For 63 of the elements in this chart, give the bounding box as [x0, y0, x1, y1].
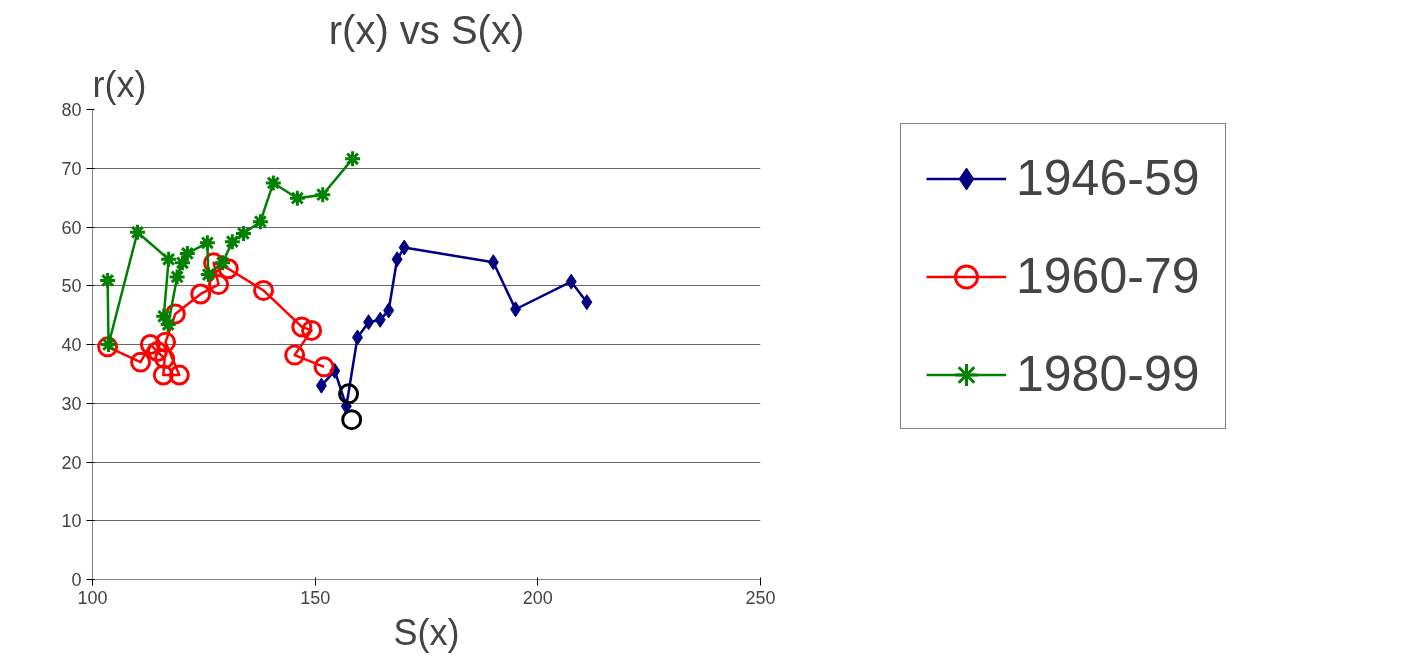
- y-tick-label: 20: [61, 452, 82, 473]
- point: [159, 315, 178, 334]
- y-tick-label: 60: [61, 217, 82, 238]
- chart-title: r(x) vs S(x): [328, 7, 525, 52]
- point: [487, 254, 499, 271]
- point: [565, 273, 577, 290]
- point: [264, 173, 283, 192]
- x-tick-label: 200: [522, 587, 553, 608]
- y-tick-label: 50: [61, 276, 82, 297]
- point: [190, 283, 212, 305]
- y-tick-label: 10: [61, 511, 82, 532]
- point: [391, 251, 403, 268]
- x-tick-label: 100: [77, 587, 108, 608]
- x-tick-label: 150: [300, 587, 331, 608]
- point: [341, 409, 363, 431]
- point: [223, 232, 242, 251]
- point: [208, 274, 230, 296]
- point: [313, 185, 332, 204]
- point: [159, 250, 178, 269]
- legend-label: 1980-99: [1016, 345, 1200, 403]
- point: [98, 271, 117, 290]
- point: [343, 149, 362, 168]
- y-tick-label: 80: [61, 100, 82, 120]
- point: [351, 329, 363, 346]
- point: [178, 244, 197, 263]
- point: [154, 348, 176, 370]
- point: [198, 233, 217, 252]
- point: [581, 294, 593, 311]
- point: [128, 223, 147, 242]
- point: [301, 319, 323, 341]
- legend-label: 1960-79: [1016, 247, 1200, 305]
- point: [253, 279, 275, 301]
- point: [234, 224, 253, 243]
- point: [173, 253, 192, 272]
- x-tick-label: 250: [745, 587, 776, 608]
- point: [213, 253, 232, 272]
- point: [398, 239, 410, 256]
- x-axis-title: S(x): [393, 611, 460, 653]
- legend-label: 1946-59: [1016, 149, 1200, 207]
- y-tick-label: 40: [61, 335, 82, 355]
- point: [155, 331, 177, 353]
- y-axis-title: r(x): [92, 63, 147, 105]
- point: [374, 311, 386, 328]
- point: [139, 334, 161, 355]
- point: [383, 302, 395, 319]
- point: [130, 351, 152, 373]
- point: [315, 377, 327, 394]
- point: [199, 265, 218, 284]
- point: [510, 301, 522, 318]
- point: [363, 314, 375, 331]
- y-tick-label: 30: [61, 393, 82, 414]
- point: [147, 341, 169, 363]
- y-tick-label: 70: [61, 158, 82, 179]
- y-tick-label: 0: [71, 570, 82, 590]
- point: [288, 189, 307, 208]
- point: [291, 316, 313, 338]
- point: [152, 364, 174, 386]
- point: [284, 344, 306, 366]
- point: [338, 383, 360, 405]
- point: [168, 267, 187, 286]
- point: [313, 356, 335, 378]
- point: [168, 364, 190, 386]
- point: [251, 212, 270, 231]
